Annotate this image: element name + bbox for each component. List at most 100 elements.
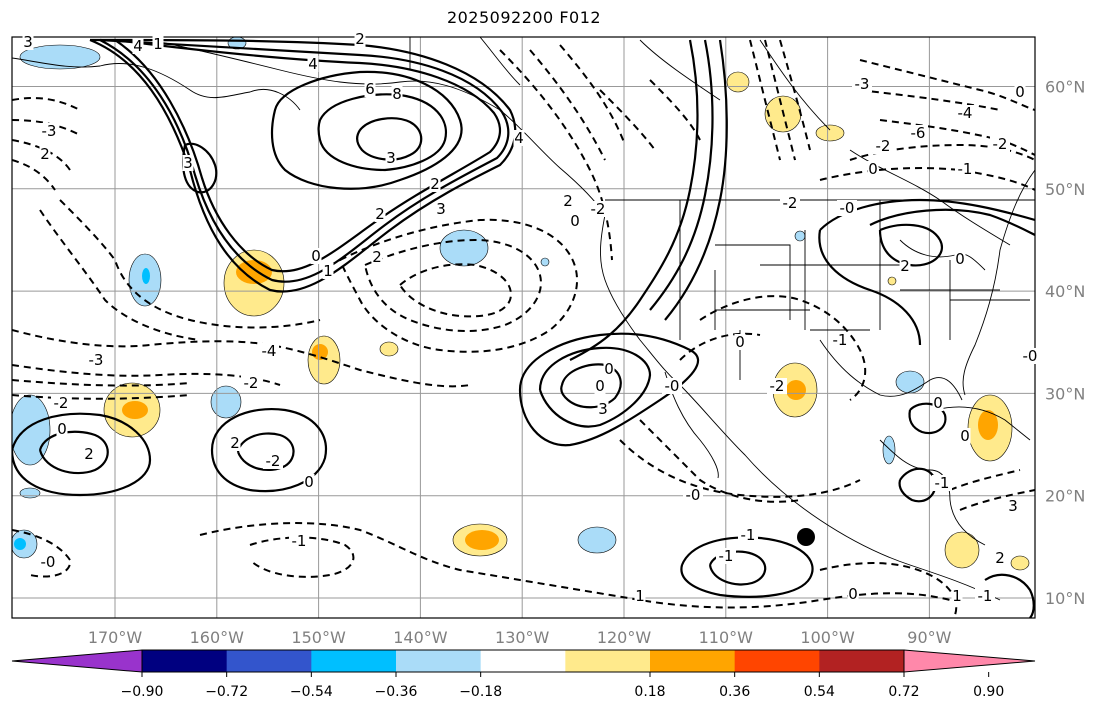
- contour-label-bg-17: [588, 201, 608, 217]
- contour-label-bg-16: [569, 213, 581, 229]
- colorbar-tick-label-5: 0.18: [634, 684, 665, 700]
- contour-label-bg-30: [634, 588, 646, 604]
- contour-label-7: 3: [386, 149, 396, 167]
- contour-label-bg-27: [229, 435, 241, 451]
- contour-label-bg-62: [959, 428, 971, 444]
- contour-label-bg-53: [955, 105, 975, 121]
- colorbar-segment-6: [650, 650, 736, 672]
- coastlines: [12, 37, 1035, 601]
- contour-label-bg-32: [716, 548, 736, 564]
- contour-label-bg-25: [289, 533, 309, 549]
- contour-label-bg-6: [391, 86, 403, 102]
- contour-label-20: -2: [244, 374, 259, 392]
- contour-label-31: 0: [848, 585, 858, 603]
- contour-label-4: 4: [308, 55, 318, 73]
- contour-label-bg-33: [738, 527, 758, 543]
- storm-marker: [797, 528, 815, 546]
- map-area: [12, 37, 1035, 618]
- lat-label-4: 20°N: [1045, 487, 1085, 506]
- contour-label-bg-9: [39, 146, 51, 162]
- contour-label-bg-38: [371, 249, 383, 265]
- colorbar-tick-label-7: 0.54: [804, 684, 835, 700]
- contour-label-39: 0: [604, 360, 614, 378]
- contour-label-26: -0: [686, 486, 701, 504]
- lon-label-2: 150°W: [291, 628, 346, 647]
- contour-label-bg-12: [374, 206, 386, 222]
- contour-label-34: -0: [665, 377, 680, 395]
- contour-label-bg-57: [954, 251, 966, 267]
- colorbar-tick-label-3: −0.36: [375, 684, 418, 700]
- latitude-labels: 60°N 50°N 40°N 30°N 20°N 10°N: [1045, 78, 1085, 609]
- solid-contours: [12, 38, 1035, 618]
- lat-label-3: 30°N: [1045, 384, 1085, 403]
- lat-label-2: 40°N: [1045, 282, 1085, 301]
- contour-label-53: -4: [958, 104, 973, 122]
- contour-label-bg-4: [307, 56, 319, 72]
- contour-label-50: -6: [911, 124, 926, 142]
- contour-label-57: 0: [955, 250, 965, 268]
- contour-label-bg-23: [56, 421, 68, 437]
- contour-label-29: 0: [304, 473, 314, 491]
- lon-label-4: 130°W: [495, 628, 550, 647]
- lat-label-1: 50°N: [1045, 180, 1085, 199]
- contour-label-bg-18: [86, 352, 106, 368]
- contour-label-bg-28: [263, 453, 283, 469]
- contour-label-32: -1: [719, 547, 734, 565]
- contour-label-35: 3: [598, 400, 608, 418]
- contour-label-bg-5: [364, 81, 376, 97]
- contour-label-bg-2: [152, 36, 164, 52]
- contour-label-21: -2: [54, 394, 69, 412]
- contour-label-bg-50: [908, 125, 928, 141]
- lon-label-1: 160°W: [190, 628, 245, 647]
- colorbar-segment-1: [226, 650, 312, 672]
- contour-label-55: 0: [868, 160, 878, 178]
- contour-label-14: 4: [514, 129, 524, 147]
- contour-label-bg-52: [873, 138, 893, 154]
- contour-label-bg-63: [594, 378, 606, 394]
- contour-label-bg-47: [1007, 498, 1019, 514]
- contour-label-bg-55: [867, 161, 879, 177]
- contour-label-bg-44: [767, 378, 787, 394]
- colorbar-segment-5: [565, 650, 651, 672]
- contour-label-42: -0: [840, 199, 855, 217]
- contour-label-bg-35: [597, 401, 609, 417]
- contour-label-bg-20: [241, 375, 261, 391]
- contour-label-bg-3: [354, 31, 366, 47]
- contour-label-bg-10: [310, 248, 322, 264]
- contour-label-23: 0: [57, 420, 67, 438]
- contour-label-bg-34: [662, 378, 682, 394]
- colorbar-segment-7: [734, 650, 820, 672]
- colorbar-segment-3: [396, 650, 482, 672]
- contour-label-41: -1: [833, 331, 848, 349]
- contour-label-36: -3: [42, 122, 57, 140]
- contour-label-bg-7: [385, 150, 397, 166]
- contour-label-62: 0: [960, 427, 970, 445]
- contour-label-28: -2: [266, 452, 281, 470]
- contour-label-bg-0: [22, 34, 34, 50]
- lon-label-5: 120°W: [597, 628, 652, 647]
- colorbar-tick-label-0: −0.90: [121, 684, 164, 700]
- contour-label-bg-1: [132, 38, 144, 54]
- colorbar-segment-8: [819, 650, 905, 672]
- contour-label-8: 3: [183, 154, 193, 172]
- contour-label-bg-56: [899, 258, 911, 274]
- contour-label-60: -2: [993, 135, 1008, 153]
- contour-label-bg-37: [429, 176, 441, 192]
- colorbar-tick-label-8: 0.72: [888, 684, 919, 700]
- contour-label-49: 1: [952, 587, 962, 605]
- contour-label-56: 2: [900, 257, 910, 275]
- contour-label-bg-21: [51, 395, 71, 411]
- contour-label-30: 1: [635, 587, 645, 605]
- contour-label-bg-11: [322, 263, 334, 279]
- contour-label-37: 2: [430, 175, 440, 193]
- contour-label-16: 0: [570, 212, 580, 230]
- contour-label-2: 1: [153, 35, 163, 53]
- contour-label-15: 2: [563, 192, 573, 210]
- contour-label-bg-24: [83, 446, 95, 462]
- contour-label-22: -0: [41, 553, 56, 571]
- colorbar-segment-2: [311, 650, 397, 672]
- colorbar-segment-0: [142, 650, 228, 672]
- lon-label-6: 110°W: [699, 628, 754, 647]
